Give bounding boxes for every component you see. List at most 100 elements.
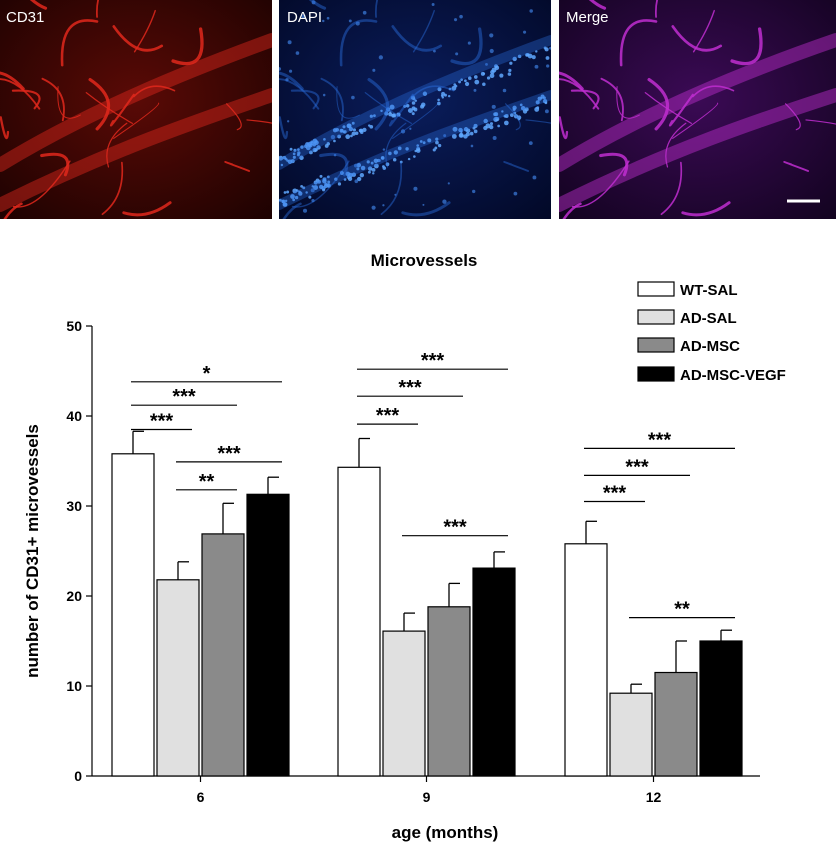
nucleus-dot [300,145,304,149]
vessel-trace [668,93,694,127]
nucleus-dot [405,147,409,151]
x-tick-label: 6 [197,789,205,805]
nucleus-dot [279,67,281,71]
nucleus-dot [326,16,330,20]
nucleus-dot [486,76,491,80]
nucleus-dot [356,167,360,171]
bar-wt-sal-12 [564,543,608,777]
vessel-trace [647,78,670,131]
nucleus-dot [535,50,538,53]
significance-label: *** [603,483,627,505]
nucleus-dot [529,9,533,13]
nucleus-dot [411,106,416,111]
vessel-trace [504,103,521,131]
vessel-trace [29,0,48,10]
nucleus-dot [422,141,426,145]
nucleus-dot [298,190,301,194]
nucleus-dot [485,123,491,129]
nucleus-dot [371,167,376,172]
vessel-trace [0,116,10,140]
vessel-trace [671,25,723,52]
nucleus-dot [345,171,351,177]
nucleus-dot [492,136,497,140]
vessel-trace [40,152,70,177]
nucleus-dot [290,194,295,199]
nucleus-dot [534,64,539,69]
nucleus-dot [295,189,299,192]
nucleus-dot [451,133,457,139]
nucleus-dot [435,140,439,145]
nucleus-dot [380,156,385,160]
nucleus-dot [510,113,514,117]
nucleus-dot [319,174,323,178]
vessel-trace [60,19,99,67]
nucleus-dot [517,118,521,121]
vessel-trace [692,85,735,98]
nucleus-dot [382,204,385,207]
nucleus-dot [467,41,471,45]
nucleus-dot [384,111,389,116]
vessel-trace [106,122,128,168]
nucleus-dot [411,101,416,105]
significance-label: ** [199,471,215,493]
nucleus-dot [419,140,423,143]
nucleus-dot [308,195,312,199]
nucleus-dot [292,152,296,156]
vessel-trace [805,119,836,125]
nucleus-dot [373,114,376,118]
vessel-trace [588,0,607,10]
nucleus-dot [334,177,338,181]
legend-swatch [637,337,675,353]
bar-ad-msc-6 [201,533,245,777]
nucleus-dot [345,134,351,140]
nucleus-dot [413,155,416,158]
y-tick-label: 30 [66,498,82,514]
y-tick-label: 40 [66,408,82,424]
significance-label: *** [172,386,196,408]
nucleus-dot [413,97,416,101]
nucleus-dot [292,198,296,202]
nucleus-dot [337,182,342,186]
nucleus-dot [337,134,342,139]
nucleus-dot [322,19,325,23]
chart-title: Microvessels [371,251,478,270]
nucleus-dot [502,88,507,93]
bar-ad-msc-vegf-9 [472,567,516,777]
vessel-trace [171,27,204,66]
vessel-trace [308,0,327,10]
nucleus-dot [470,144,474,148]
nucleus-dot [540,94,545,99]
significance-brackets: *********************************** [131,350,735,621]
nucleus-dot [407,157,411,161]
legend-label: AD-SAL [680,310,737,327]
nucleus-dot [335,128,339,132]
nucleus-dot [422,203,425,206]
vessel-trace [599,152,629,177]
y-tick-label: 0 [74,768,82,784]
nucleus-dot [422,91,428,96]
nucleus-dot [322,178,327,184]
nucleus-dot [433,49,436,53]
nucleus-dot [536,106,540,110]
nucleus-dot [327,180,331,184]
nucleus-dot [464,79,467,83]
nucleus-dot [356,162,362,168]
nucleus-dot [460,78,463,81]
micrograph-merge: Merge [559,0,836,219]
vessel-trace [660,161,683,216]
nucleus-dot [458,127,463,133]
nucleus-dot [393,150,398,155]
nucleus-dot [302,208,308,213]
nucleus-dot [313,180,318,185]
nucleus-dot [326,175,330,179]
nucleus-dot [403,104,407,108]
vessel-trace [665,122,687,168]
nucleus-dot [501,110,504,113]
nucleus-dot [503,120,509,126]
nucleus-dot [473,75,478,79]
bars [111,430,743,777]
nucleus-dot [308,143,313,148]
bar-ad-msc-12 [654,671,698,777]
nucleus-dot [413,186,418,191]
y-axis: 0 10 20 30 40 50 [66,318,93,784]
